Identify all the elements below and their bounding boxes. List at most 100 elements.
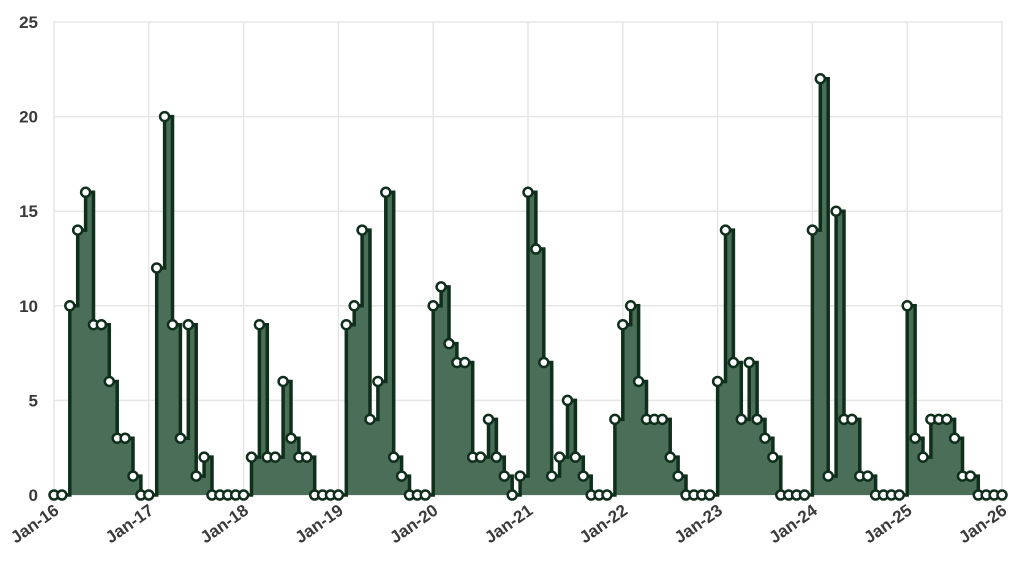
data-point-2019-05 [364, 413, 376, 426]
data-point-2016-10 [119, 432, 131, 444]
data-point-2016-04 [71, 224, 84, 236]
data-point-2018-02 [245, 451, 258, 463]
y-tick-label: 0 [29, 486, 38, 505]
data-point-2020-01 [427, 300, 439, 312]
data-point-2022-01 [617, 318, 629, 331]
data-point-2020-12 [514, 470, 526, 482]
x-tick-label: Jan-22 [576, 501, 631, 547]
data-point-2019-07 [380, 186, 392, 199]
x-tick-label: Jan-19 [292, 501, 347, 547]
y-tick-label: 10 [19, 297, 38, 316]
data-point-2016-05 [79, 186, 92, 199]
data-point-2024-12 [893, 489, 906, 501]
x-tick-label: Jan-16 [7, 501, 62, 547]
data-point-2017-05 [174, 432, 187, 444]
data-point-2018-07 [285, 432, 297, 444]
data-point-2022-08 [672, 470, 684, 482]
x-tick-label: Jan-20 [386, 501, 441, 547]
data-point-2018-06 [277, 375, 289, 388]
data-point-2023-06 [751, 413, 763, 426]
y-tick-label: 15 [19, 202, 38, 221]
data-point-2023-12 [798, 489, 811, 501]
data-point-2019-08 [387, 451, 400, 463]
data-point-2020-05 [459, 356, 471, 369]
data-point-2026-01 [996, 489, 1008, 501]
data-point-2019-02 [340, 318, 353, 331]
data-point-2021-03 [538, 356, 550, 369]
data-point-2018-09 [301, 451, 313, 463]
data-point-2023-01 [711, 375, 724, 388]
data-point-2016-02 [56, 489, 68, 501]
data-point-2025-09 [964, 470, 977, 482]
data-point-2016-08 [103, 375, 116, 388]
data-point-2017-04 [166, 318, 179, 331]
data-point-2024-03 [822, 470, 834, 482]
data-point-2020-02 [435, 281, 447, 293]
data-point-2025-07 [948, 432, 961, 444]
data-point-2020-07 [474, 451, 487, 463]
x-tick-label: Jan-24 [766, 500, 821, 547]
data-point-2023-02 [719, 224, 732, 236]
data-point-2017-01 [143, 489, 155, 501]
data-point-2025-06 [940, 413, 953, 426]
data-point-2023-07 [759, 432, 771, 444]
data-point-2024-08 [861, 470, 874, 482]
data-point-2023-03 [727, 356, 740, 369]
data-point-2022-03 [632, 375, 645, 388]
data-point-2024-04 [830, 205, 842, 217]
x-tick-label: Jan-25 [860, 501, 915, 547]
data-point-2021-05 [553, 451, 566, 463]
data-point-2020-08 [482, 413, 495, 426]
y-tick-label: 5 [29, 391, 38, 410]
data-point-2023-08 [767, 451, 779, 463]
data-point-2024-01 [806, 224, 819, 236]
data-point-2017-06 [182, 318, 195, 331]
data-point-2019-06 [372, 375, 384, 388]
data-point-2023-05 [743, 356, 755, 369]
data-point-2019-01 [332, 489, 345, 501]
data-point-2017-03 [158, 110, 171, 123]
data-point-2023-04 [735, 413, 748, 426]
data-point-2021-04 [545, 470, 558, 482]
data-point-2018-05 [269, 451, 281, 463]
data-point-2019-09 [395, 470, 408, 482]
data-point-2019-04 [356, 224, 368, 236]
data-point-2020-09 [490, 451, 503, 463]
data-point-2021-11 [601, 489, 613, 501]
data-point-2022-12 [703, 489, 716, 501]
data-point-2017-02 [150, 262, 163, 274]
data-point-2018-03 [253, 318, 266, 331]
x-tick-label: Jan-17 [102, 501, 157, 547]
data-point-2020-11 [506, 489, 518, 501]
data-point-2019-12 [419, 489, 432, 501]
y-tick-label: 20 [19, 108, 38, 127]
data-series [48, 73, 1008, 501]
data-point-2017-07 [190, 470, 202, 482]
data-point-2025-01 [901, 300, 913, 312]
data-point-2020-10 [498, 470, 511, 482]
data-point-2021-02 [530, 243, 542, 255]
y-tick-label: 25 [19, 13, 38, 32]
data-point-2018-01 [237, 489, 250, 501]
data-point-2024-06 [846, 413, 858, 426]
x-tick-label: Jan-18 [197, 501, 252, 547]
data-point-2021-07 [569, 451, 582, 463]
data-point-2016-03 [64, 300, 76, 312]
data-point-2020-03 [443, 337, 455, 350]
data-point-2025-03 [917, 451, 929, 463]
data-point-2022-02 [624, 300, 637, 312]
x-tick-label: Jan-26 [955, 501, 1010, 547]
data-point-2021-08 [577, 470, 590, 482]
data-point-2024-02 [814, 73, 827, 85]
data-point-2022-07 [664, 451, 676, 463]
data-point-2021-12 [609, 413, 621, 426]
data-point-2022-06 [656, 413, 669, 426]
data-point-2017-08 [198, 451, 210, 463]
data-point-2016-11 [127, 470, 139, 482]
x-tick-label: Jan-23 [671, 501, 726, 547]
data-point-2021-01 [522, 186, 534, 199]
data-point-2019-03 [348, 300, 360, 312]
x-tick-label: Jan-21 [481, 501, 536, 547]
data-point-2016-07 [95, 318, 108, 331]
